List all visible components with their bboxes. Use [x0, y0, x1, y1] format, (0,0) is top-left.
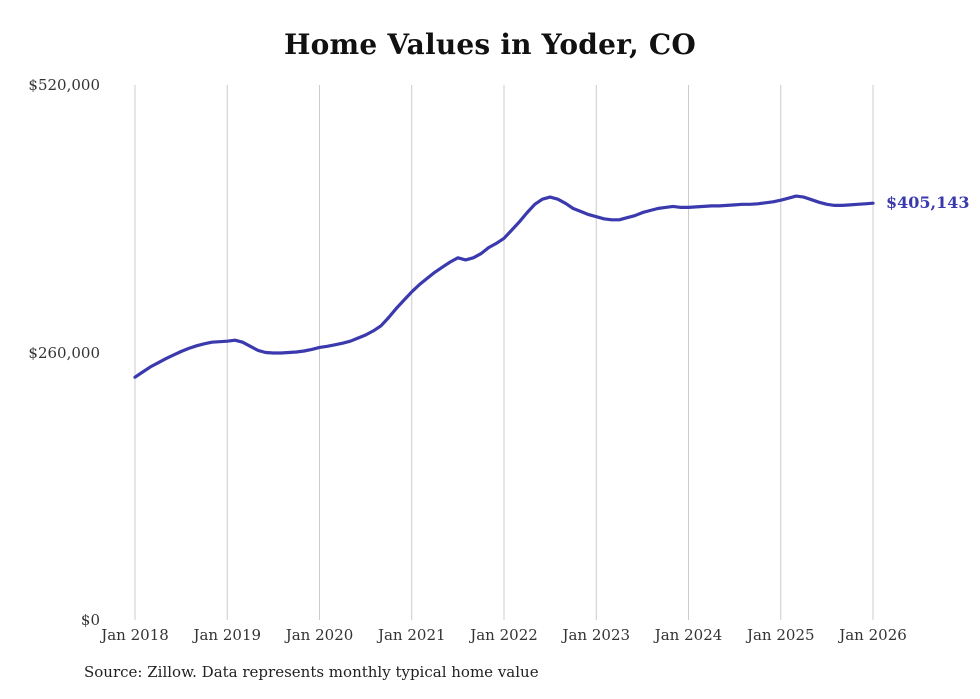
y-axis-tick-label: $260,000: [28, 343, 100, 362]
x-axis-tick-label: Jan 2021: [377, 626, 446, 644]
x-axis-tick-label: Jan 2025: [746, 626, 815, 644]
x-axis-tick-label: Jan 2023: [562, 626, 631, 644]
chart-title: Home Values in Yoder, CO: [284, 28, 696, 61]
y-axis-tick-label: $0: [80, 611, 100, 629]
x-axis-tick-label: Jan 2022: [470, 626, 538, 644]
x-axis-tick-label: Jan 2024: [654, 626, 723, 644]
x-axis-tick-label: Jan 2026: [839, 626, 907, 644]
x-axis-tick-label: Jan 2019: [193, 626, 262, 644]
source-note: Source: Zillow. Data represents monthly …: [84, 663, 539, 681]
x-axis-tick-label: Jan 2018: [101, 626, 169, 644]
home-value-line-series: [133, 194, 875, 379]
final-value-label: $405,143: [886, 193, 970, 213]
y-axis-tick-label: $520,000: [28, 76, 100, 94]
x-axis-tick-label: Jan 2020: [285, 626, 354, 644]
